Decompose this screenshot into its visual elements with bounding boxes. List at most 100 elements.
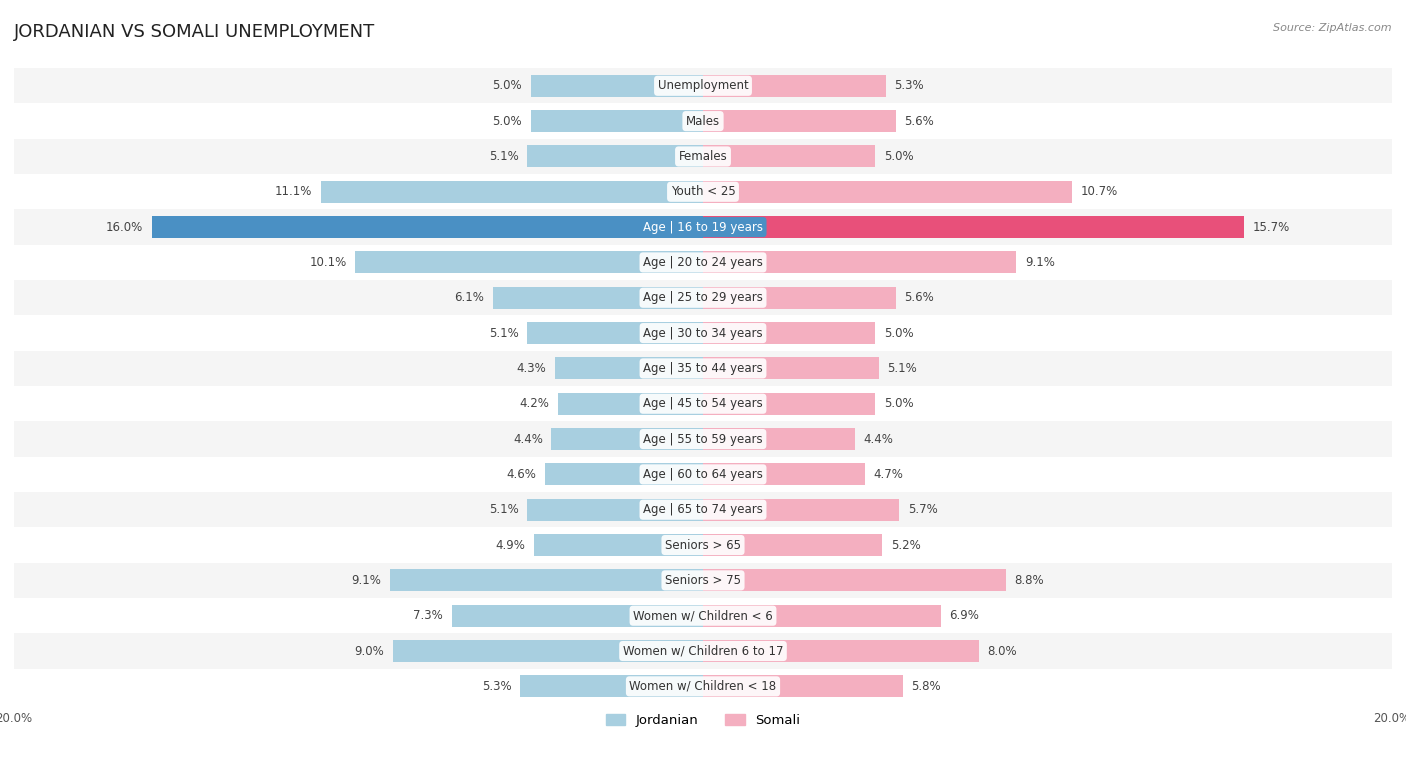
Bar [14,174,1392,210]
Text: 7.3%: 7.3% [413,609,443,622]
Text: Source: ZipAtlas.com: Source: ZipAtlas.com [1274,23,1392,33]
Text: 4.4%: 4.4% [513,432,543,446]
Text: 11.1%: 11.1% [274,185,312,198]
Bar [531,111,703,132]
Text: Age | 20 to 24 years: Age | 20 to 24 years [643,256,763,269]
Bar [703,357,879,379]
Bar [527,145,703,167]
Text: 5.6%: 5.6% [904,291,934,304]
Text: Females: Females [679,150,727,163]
Text: 5.1%: 5.1% [887,362,917,375]
Bar [703,145,875,167]
Text: Seniors > 75: Seniors > 75 [665,574,741,587]
Bar [534,534,703,556]
Text: 6.9%: 6.9% [949,609,979,622]
Bar [558,393,703,415]
Text: 5.7%: 5.7% [908,503,938,516]
Text: 5.1%: 5.1% [489,503,519,516]
Text: 6.1%: 6.1% [454,291,484,304]
Text: 4.2%: 4.2% [520,397,550,410]
Bar [527,322,703,344]
Text: 9.1%: 9.1% [352,574,381,587]
Text: Unemployment: Unemployment [658,79,748,92]
Text: 8.8%: 8.8% [1015,574,1045,587]
Bar [356,251,703,273]
Bar [544,463,703,485]
Text: Women w/ Children < 18: Women w/ Children < 18 [630,680,776,693]
Bar [703,217,1244,238]
Bar [451,605,703,627]
Bar [703,675,903,697]
Text: Age | 35 to 44 years: Age | 35 to 44 years [643,362,763,375]
Text: 5.6%: 5.6% [904,114,934,128]
Text: 9.1%: 9.1% [1025,256,1054,269]
Text: 5.1%: 5.1% [489,326,519,340]
Text: Age | 55 to 59 years: Age | 55 to 59 years [643,432,763,446]
Text: 5.0%: 5.0% [884,397,914,410]
Bar [703,393,875,415]
Text: 4.3%: 4.3% [516,362,547,375]
Bar [703,534,882,556]
Text: Age | 45 to 54 years: Age | 45 to 54 years [643,397,763,410]
Bar [14,668,1392,704]
Bar [14,634,1392,668]
Text: Women w/ Children < 6: Women w/ Children < 6 [633,609,773,622]
Text: Age | 16 to 19 years: Age | 16 to 19 years [643,220,763,234]
Text: Age | 30 to 34 years: Age | 30 to 34 years [643,326,763,340]
Bar [520,675,703,697]
Text: 5.1%: 5.1% [489,150,519,163]
Bar [703,640,979,662]
Bar [703,322,875,344]
Text: Males: Males [686,114,720,128]
Bar [14,386,1392,422]
Text: 9.0%: 9.0% [354,644,384,658]
Bar [321,181,703,203]
Bar [14,210,1392,245]
Text: Women w/ Children 6 to 17: Women w/ Children 6 to 17 [623,644,783,658]
Bar [14,456,1392,492]
Text: 5.3%: 5.3% [894,79,924,92]
Text: 4.7%: 4.7% [873,468,904,481]
Text: 5.2%: 5.2% [891,538,921,552]
Text: 4.9%: 4.9% [496,538,526,552]
Text: 10.7%: 10.7% [1080,185,1118,198]
Text: JORDANIAN VS SOMALI UNEMPLOYMENT: JORDANIAN VS SOMALI UNEMPLOYMENT [14,23,375,41]
Bar [14,280,1392,316]
Bar [551,428,703,450]
Bar [703,605,941,627]
Bar [152,217,703,238]
Text: 5.0%: 5.0% [492,79,522,92]
Text: 10.1%: 10.1% [309,256,346,269]
Text: 5.3%: 5.3% [482,680,512,693]
Bar [14,139,1392,174]
Bar [14,68,1392,104]
Text: 16.0%: 16.0% [105,220,143,234]
Text: 4.4%: 4.4% [863,432,893,446]
Bar [14,422,1392,456]
Bar [14,492,1392,528]
Bar [703,287,896,309]
Text: Age | 25 to 29 years: Age | 25 to 29 years [643,291,763,304]
Bar [14,562,1392,598]
Text: 5.0%: 5.0% [884,150,914,163]
Text: 4.6%: 4.6% [506,468,536,481]
Text: 5.0%: 5.0% [492,114,522,128]
Bar [14,316,1392,350]
Bar [703,181,1071,203]
Bar [555,357,703,379]
Bar [14,350,1392,386]
Text: 5.0%: 5.0% [884,326,914,340]
Text: Age | 65 to 74 years: Age | 65 to 74 years [643,503,763,516]
Bar [703,75,886,97]
Bar [392,640,703,662]
Bar [703,499,900,521]
Bar [14,528,1392,562]
Bar [527,499,703,521]
Bar [531,75,703,97]
Bar [494,287,703,309]
Text: Youth < 25: Youth < 25 [671,185,735,198]
Bar [14,598,1392,634]
Text: Age | 60 to 64 years: Age | 60 to 64 years [643,468,763,481]
Bar [389,569,703,591]
Bar [703,251,1017,273]
